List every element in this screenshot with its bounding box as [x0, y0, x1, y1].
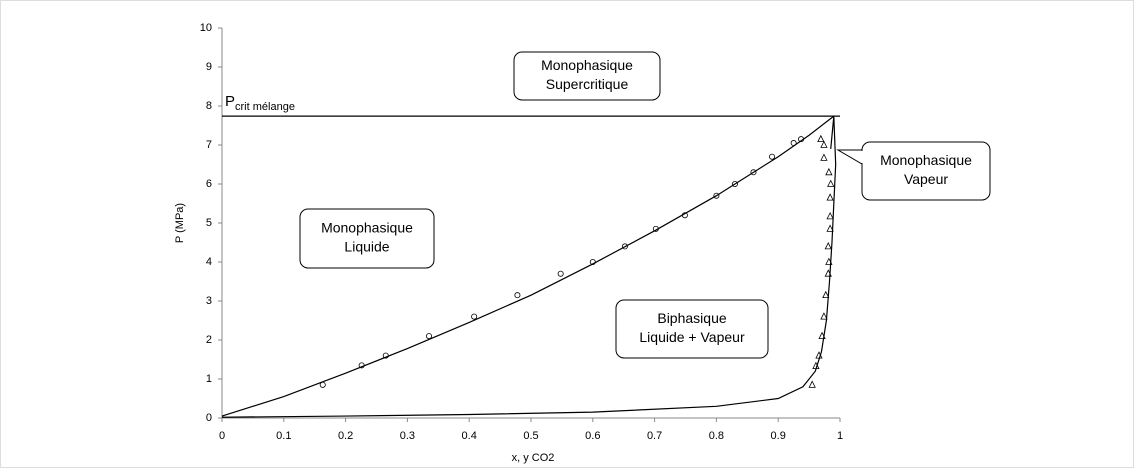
- x-tick-label: 1: [837, 430, 843, 442]
- annotation-text: Supercritique: [546, 76, 629, 92]
- y-tick-label: 5: [206, 217, 212, 229]
- point: [382, 352, 389, 359]
- point: [818, 331, 826, 340]
- x-tick-label: 0.1: [276, 430, 291, 442]
- point: [825, 257, 833, 265]
- curve: [221, 115, 835, 417]
- point: [557, 270, 564, 277]
- pcrit-symbol: P: [225, 93, 235, 110]
- pcrit-subscript: crit mélange: [235, 101, 295, 113]
- point: [471, 313, 478, 320]
- y-tick-label: 10: [200, 22, 212, 34]
- y-tick-label: 6: [206, 178, 212, 190]
- point: [827, 179, 835, 187]
- point: [824, 242, 832, 250]
- pcrit-label: Pcrit mélange: [225, 93, 295, 113]
- point: [713, 192, 720, 199]
- point: [825, 167, 833, 176]
- point: [426, 333, 433, 340]
- point: [589, 258, 596, 265]
- annotation-text: Liquide + Vapeur: [639, 329, 745, 345]
- point: [798, 136, 805, 143]
- point: [652, 225, 659, 232]
- point: [822, 290, 830, 299]
- y-axis-title: P (MPa): [174, 203, 186, 243]
- y-tick-label: 8: [206, 100, 212, 112]
- y-tick-label: 2: [206, 334, 212, 346]
- annotation-text: Biphasique: [657, 310, 726, 326]
- annotation-text: Monophasique: [880, 152, 972, 168]
- point: [817, 134, 825, 143]
- x-tick-label: 0.7: [647, 430, 662, 442]
- point: [820, 312, 828, 320]
- x-axis-title: x, y CO2: [512, 452, 555, 464]
- callout: [836, 149, 863, 165]
- point: [681, 212, 688, 219]
- annotation-text: Monophasique: [321, 220, 413, 236]
- point: [750, 169, 757, 176]
- point: [808, 380, 816, 388]
- x-tick-label: 0.4: [462, 430, 477, 442]
- y-tick-label: 7: [206, 139, 212, 151]
- x-tick-label: 0.6: [585, 430, 600, 442]
- annotation-box: [299, 208, 435, 269]
- x-tick-label: 0: [219, 430, 225, 442]
- x-tick-label: 0.9: [771, 430, 786, 442]
- y-tick-label: 1: [206, 373, 212, 385]
- y-tick-label: 0: [206, 412, 212, 424]
- x-tick-label: 0.3: [400, 430, 415, 442]
- point: [815, 351, 823, 359]
- curve: [221, 116, 837, 418]
- point: [812, 361, 820, 370]
- annotation-text: Monophasique: [541, 57, 633, 73]
- point: [358, 362, 365, 369]
- annotation-box: [861, 141, 991, 201]
- annotation-box: [615, 299, 769, 359]
- x-tick-label: 0.2: [338, 430, 353, 442]
- point: [514, 292, 521, 299]
- point: [621, 243, 628, 250]
- y-tick-label: 3: [206, 295, 212, 307]
- y-tick-label: 9: [206, 61, 212, 73]
- point: [820, 140, 828, 148]
- point: [824, 269, 832, 277]
- point: [826, 224, 834, 232]
- annotation-box: [513, 51, 661, 101]
- point: [826, 211, 834, 220]
- point: [820, 153, 828, 161]
- annotation-text: Liquide: [344, 239, 389, 255]
- point: [769, 153, 776, 160]
- annotation-text: Vapeur: [904, 171, 948, 187]
- y-tick-label: 4: [206, 256, 212, 268]
- x-tick-label: 0.8: [709, 430, 724, 442]
- point: [731, 180, 738, 187]
- x-tick-label: 0.5: [523, 430, 538, 442]
- point: [319, 381, 326, 388]
- point: [826, 193, 834, 201]
- point: [790, 140, 797, 147]
